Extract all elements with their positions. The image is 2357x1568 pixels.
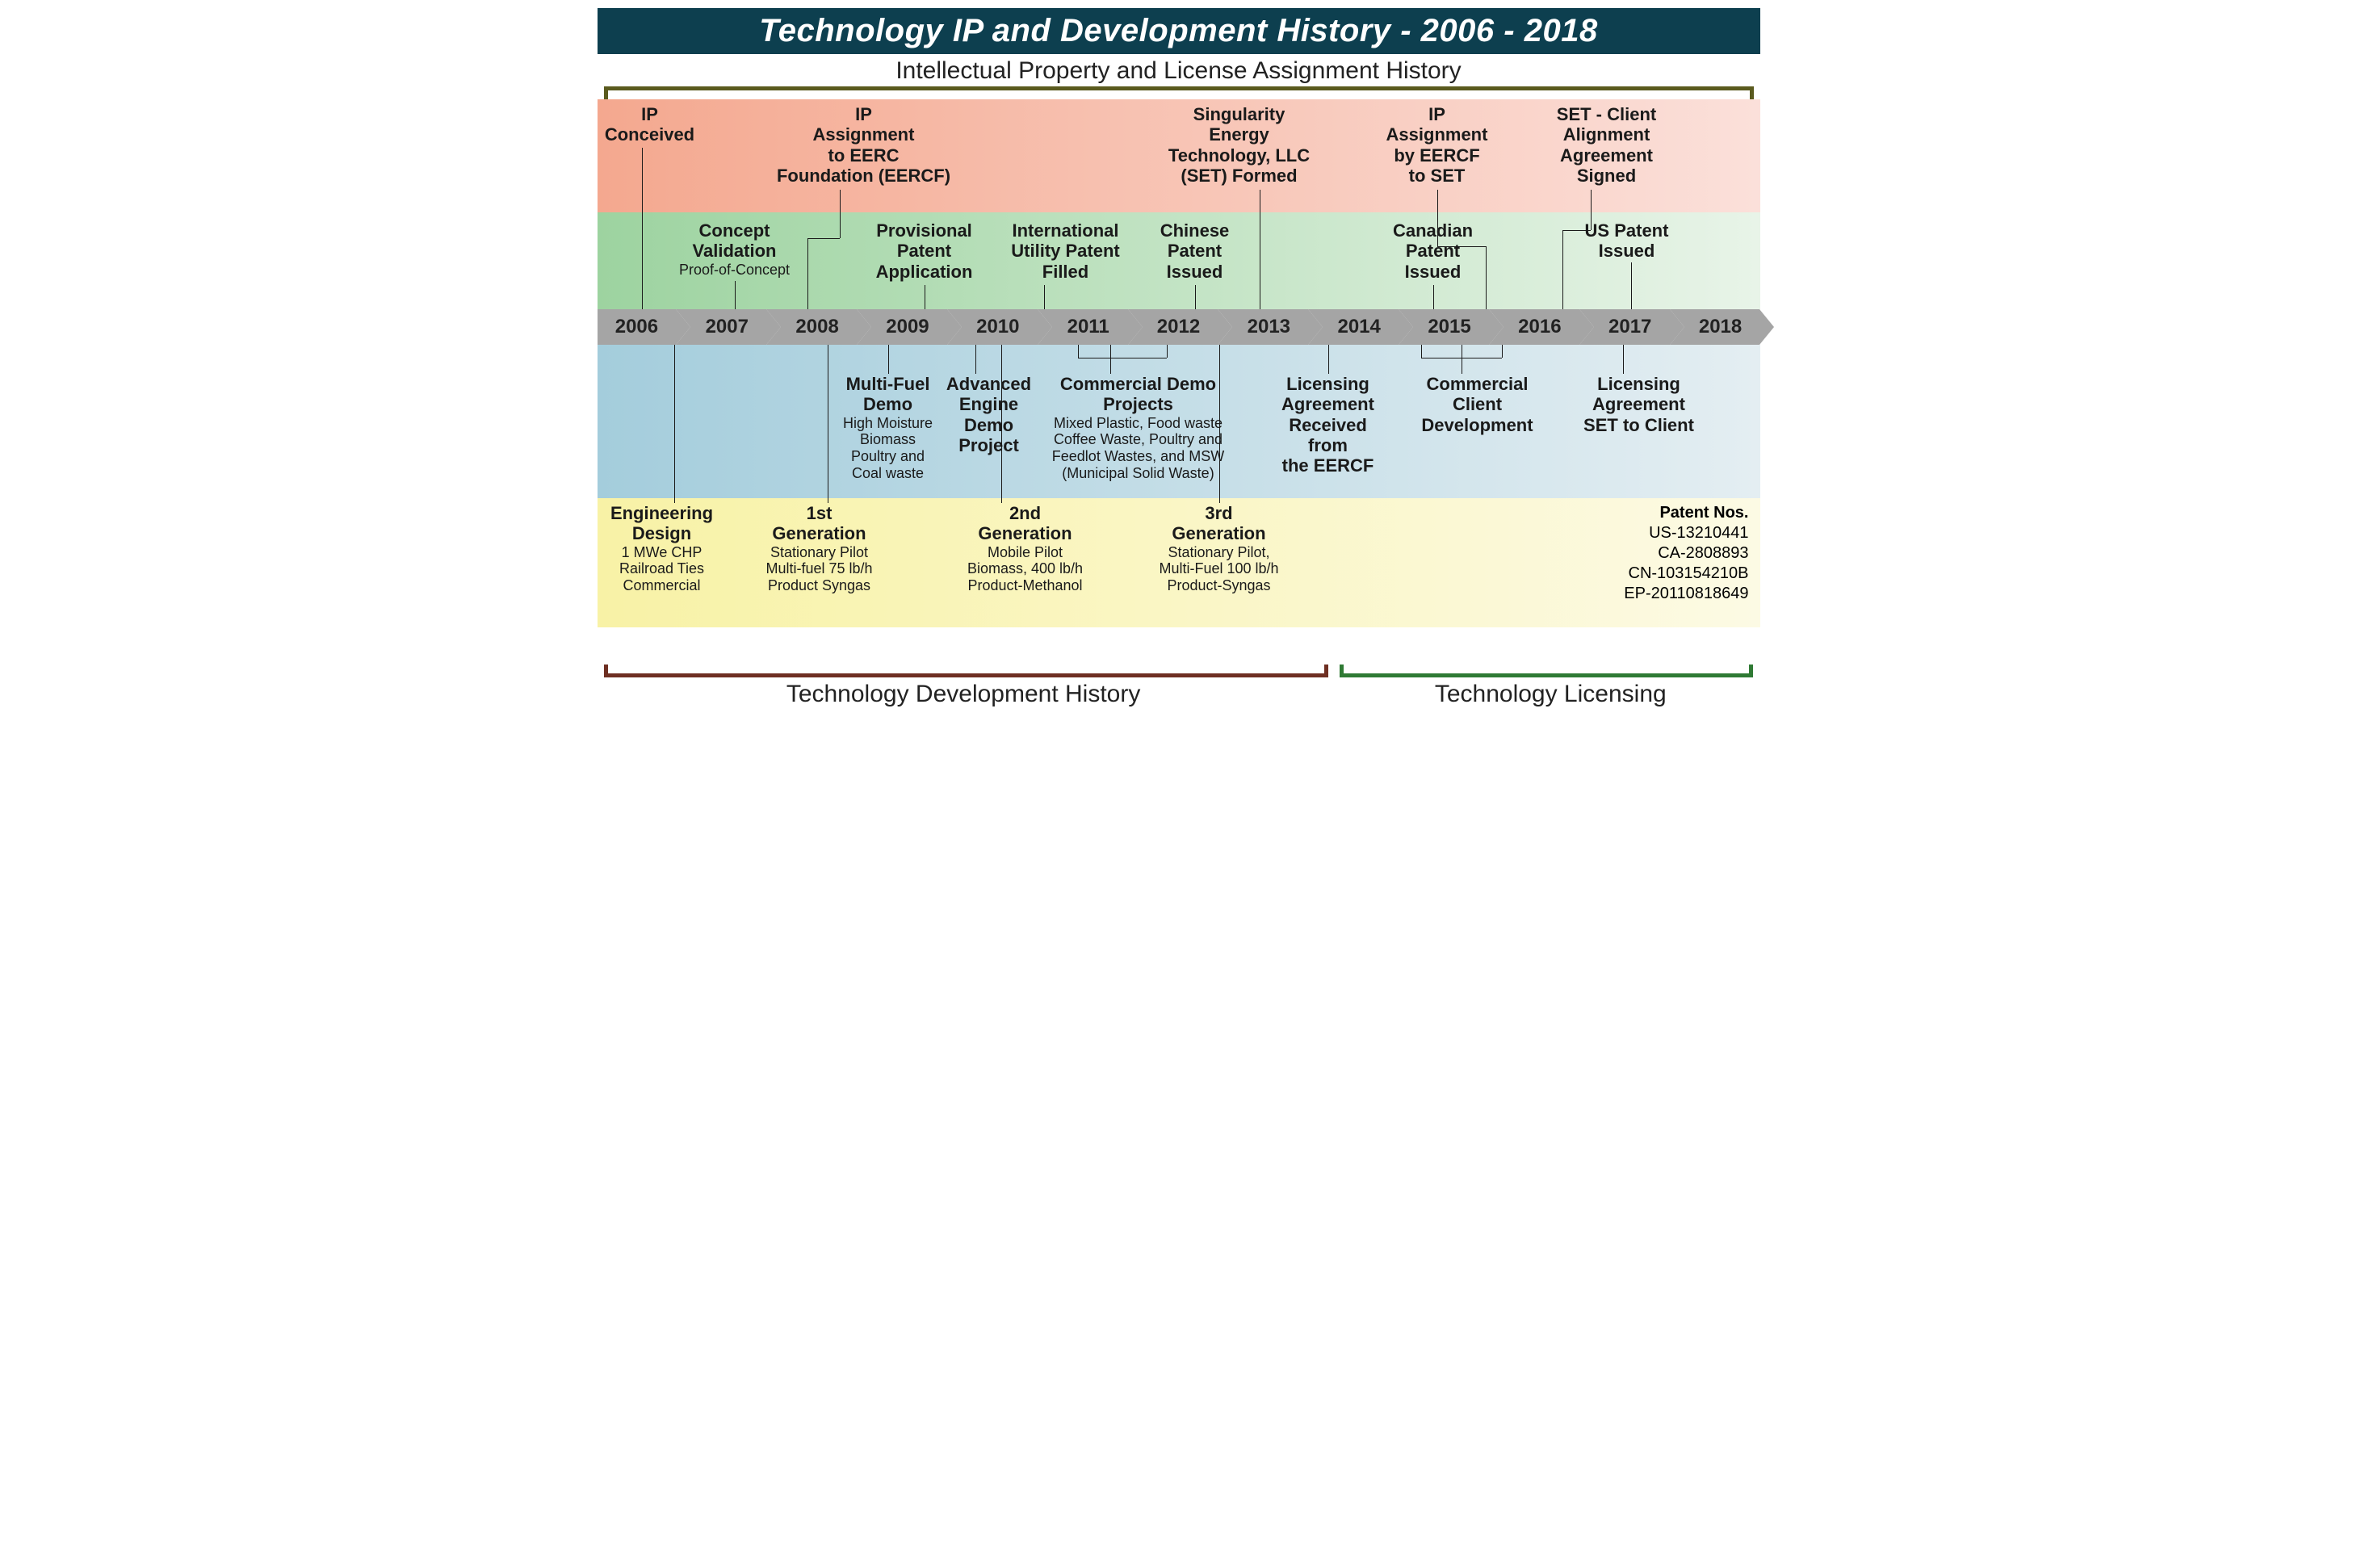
patent-numbers: Patent Nos. US-13210441 CA-2808893 CN-10… — [1624, 503, 1748, 604]
leader — [840, 190, 841, 238]
leader — [735, 281, 736, 309]
leader — [674, 345, 675, 503]
year-2006: 2006 — [598, 309, 677, 345]
leader — [1631, 262, 1632, 309]
ev-chinese-patent: ChinesePatentIssued — [1139, 220, 1252, 282]
subtitle-top: Intellectual Property and License Assign… — [598, 54, 1760, 86]
ev-concept-validation: ConceptValidation Proof-of-Concept — [662, 220, 807, 278]
bottom-brackets — [604, 665, 1754, 677]
leader — [975, 345, 976, 374]
leader — [1195, 285, 1196, 309]
ev-set-formed: SingularityEnergyTechnology, LLC(SET) Fo… — [1147, 104, 1332, 186]
footer-labels: Technology Development History Technolog… — [598, 679, 1760, 708]
leader — [1110, 345, 1111, 374]
lic-label: Technology Licensing — [1341, 679, 1759, 708]
ev-gen1: 1stGeneration Stationary PilotMulti-fuel… — [739, 503, 900, 594]
leader — [1502, 345, 1503, 358]
ev-us-patent: US PatentIssued — [1566, 220, 1688, 262]
leader — [1623, 345, 1624, 374]
ev-ip-assign-set: IPAssignmentby EERCFto SET — [1357, 104, 1518, 186]
leader — [1328, 345, 1329, 374]
leader — [1001, 345, 1002, 503]
leader — [1044, 285, 1045, 309]
timeline: 2006 2007 2008 2009 2010 2011 2012 2013 … — [598, 99, 1760, 665]
ev-intl-patent: InternationalUtility PatentFilled — [993, 220, 1139, 282]
title-bar: Technology IP and Development History - … — [598, 8, 1760, 54]
ev-commercial-demo: Commercial DemoProjects Mixed Plastic, F… — [1038, 374, 1239, 481]
ev-multifuel-demo: Multi-FuelDemo High MoistureBiomassPoult… — [828, 374, 949, 481]
leader — [807, 238, 808, 309]
leader — [807, 238, 840, 239]
leader — [888, 345, 889, 374]
ev-provisional: ProvisionalPatentApplication — [856, 220, 993, 282]
ev-gen2: 2ndGeneration Mobile PilotBiomass, 400 l… — [937, 503, 1114, 594]
leader — [1562, 230, 1563, 309]
ev-set-client: SET - ClientAlignmentAgreementSigned — [1534, 104, 1680, 186]
ev-canadian-patent: CanadianPatentIssued — [1373, 220, 1494, 282]
dev-bracket — [604, 665, 1328, 677]
leader — [1433, 285, 1434, 309]
dev-label: Technology Development History — [598, 679, 1330, 708]
leader — [1078, 345, 1079, 358]
leader — [1219, 345, 1220, 503]
ev-ip-assign-eercf: IPAssignmentto EERCFoundation (EERCF) — [759, 104, 969, 186]
year-axis: 2006 2007 2008 2009 2010 2011 2012 2013 … — [598, 309, 1760, 345]
leader — [1167, 345, 1168, 358]
ev-adv-engine: AdvancedEngineDemoProject — [937, 374, 1042, 455]
ev-gen3: 3rdGeneration Stationary Pilot,Multi-Fue… — [1130, 503, 1308, 594]
ev-licensing-set-client: LicensingAgreementSET to Client — [1571, 374, 1708, 435]
leader — [1421, 345, 1422, 358]
ev-licensing-recv: LicensingAgreementReceivedfromthe EERCF — [1260, 374, 1397, 476]
lic-bracket — [1340, 665, 1754, 677]
ev-client-dev: CommercialClientDevelopment — [1405, 374, 1550, 435]
top-bracket — [604, 86, 1754, 99]
ev-ip-conceived: IPConceived — [598, 104, 702, 145]
ev-eng-design: EngineeringDesign 1 MWe CHPRailroad Ties… — [598, 503, 727, 594]
leader — [642, 148, 643, 309]
